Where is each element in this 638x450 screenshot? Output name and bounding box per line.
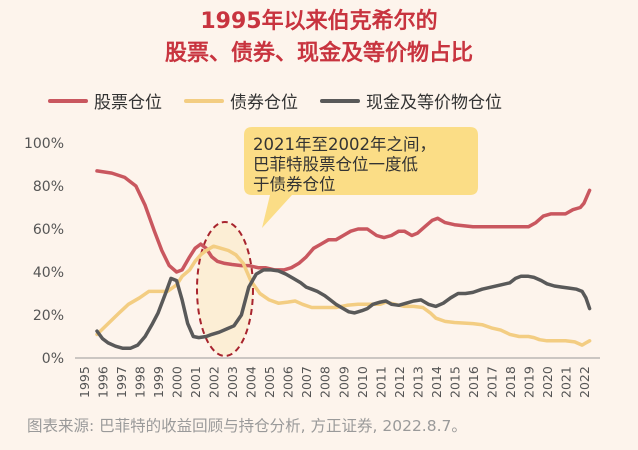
x-tick-label: 2020	[540, 366, 555, 398]
x-tick-label: 2001	[188, 366, 203, 398]
annotation-line3: 于债券仓位	[253, 175, 336, 194]
x-tick-label: 2017	[484, 366, 499, 398]
legend-label-bonds: 债券仓位	[230, 93, 298, 113]
legend-label-cash: 现金及等价物仓位	[366, 93, 502, 113]
legend-swatch-cash	[320, 98, 360, 103]
x-tick-label: 2016	[466, 366, 481, 398]
chart-title-line2: 股票、债券、现金及等价物占比	[164, 41, 473, 66]
x-tick-label: 2010	[355, 366, 370, 398]
annotation-line2: 巴菲特股票仓位一度低	[253, 155, 418, 174]
x-tick-label: 1998	[133, 366, 148, 398]
legend-swatch-bonds	[184, 98, 224, 103]
x-tick-label: 1997	[114, 366, 129, 398]
series-line-cash	[95, 268, 592, 351]
x-tick-label: 1996	[96, 366, 111, 398]
x-tick-label: 2004	[244, 366, 259, 398]
x-axis: 1995 1996 1997 1998 1999 2000 2001 2002 2003 2004…	[77, 366, 592, 398]
x-tick-label: 2021	[558, 366, 573, 398]
x-tick-label: 2002	[207, 366, 222, 398]
y-axis: 0% 20% 40% 60% 80% 100%	[24, 136, 64, 367]
y-tick-label: 80%	[33, 179, 64, 195]
x-tick-label: 2019	[521, 366, 536, 398]
legend: 股票仓位 债券仓位 现金及等价物仓位	[48, 88, 628, 113]
x-tick-label: 2006	[281, 366, 296, 398]
x-tick-label: 2007	[299, 366, 314, 398]
x-tick-label: 2003	[225, 366, 240, 398]
chart-title: 1995年以来伯克希尔的 股票、债券、现金及等价物占比	[0, 6, 638, 70]
x-tick-label: 2014	[429, 366, 444, 398]
x-tick-label: 2009	[336, 366, 351, 398]
x-tick-label: 2012	[392, 366, 407, 398]
series-layer	[95, 169, 592, 351]
chart-title-line1: 1995年以来伯克希尔的	[200, 9, 438, 34]
x-tick-label: 2000	[170, 366, 185, 398]
legend-item-bonds: 债券仓位	[184, 88, 298, 113]
x-tick-label: 2005	[262, 366, 277, 398]
x-tick-label: 2011	[373, 366, 388, 398]
annotation-line1: 2021年至2002年之间，	[253, 135, 436, 154]
y-tick-label: 100%	[24, 136, 64, 152]
y-tick-label: 20%	[33, 308, 64, 324]
x-tick-label: 2013	[410, 366, 425, 398]
x-tick-label: 1995	[77, 366, 92, 398]
legend-item-stocks: 股票仓位	[48, 88, 162, 113]
legend-swatch-stocks	[48, 98, 88, 103]
x-tick-label: 2015	[447, 366, 462, 398]
annotation-box	[244, 127, 478, 228]
y-tick-label: 0%	[42, 351, 64, 367]
y-tick-label: 60%	[33, 222, 64, 238]
source-note: 图表来源: 巴菲特的收益回顾与持仓分析, 方正证券, 2022.8.7。	[27, 417, 467, 435]
legend-item-cash: 现金及等价物仓位	[320, 88, 502, 113]
x-tick-label: 2008	[318, 366, 333, 398]
y-tick-label: 40%	[33, 265, 64, 281]
annotation-callout: 2021年至2002年之间， 巴菲特股票仓位一度低 于债券仓位	[244, 127, 478, 228]
x-tick-label: 2022	[577, 366, 592, 398]
legend-label-stocks: 股票仓位	[94, 93, 162, 113]
series-line-bonds	[95, 244, 592, 347]
x-tick-label: 2018	[503, 366, 518, 398]
x-tick-label: 1999	[151, 366, 166, 398]
series-line-stocks	[95, 169, 592, 274]
